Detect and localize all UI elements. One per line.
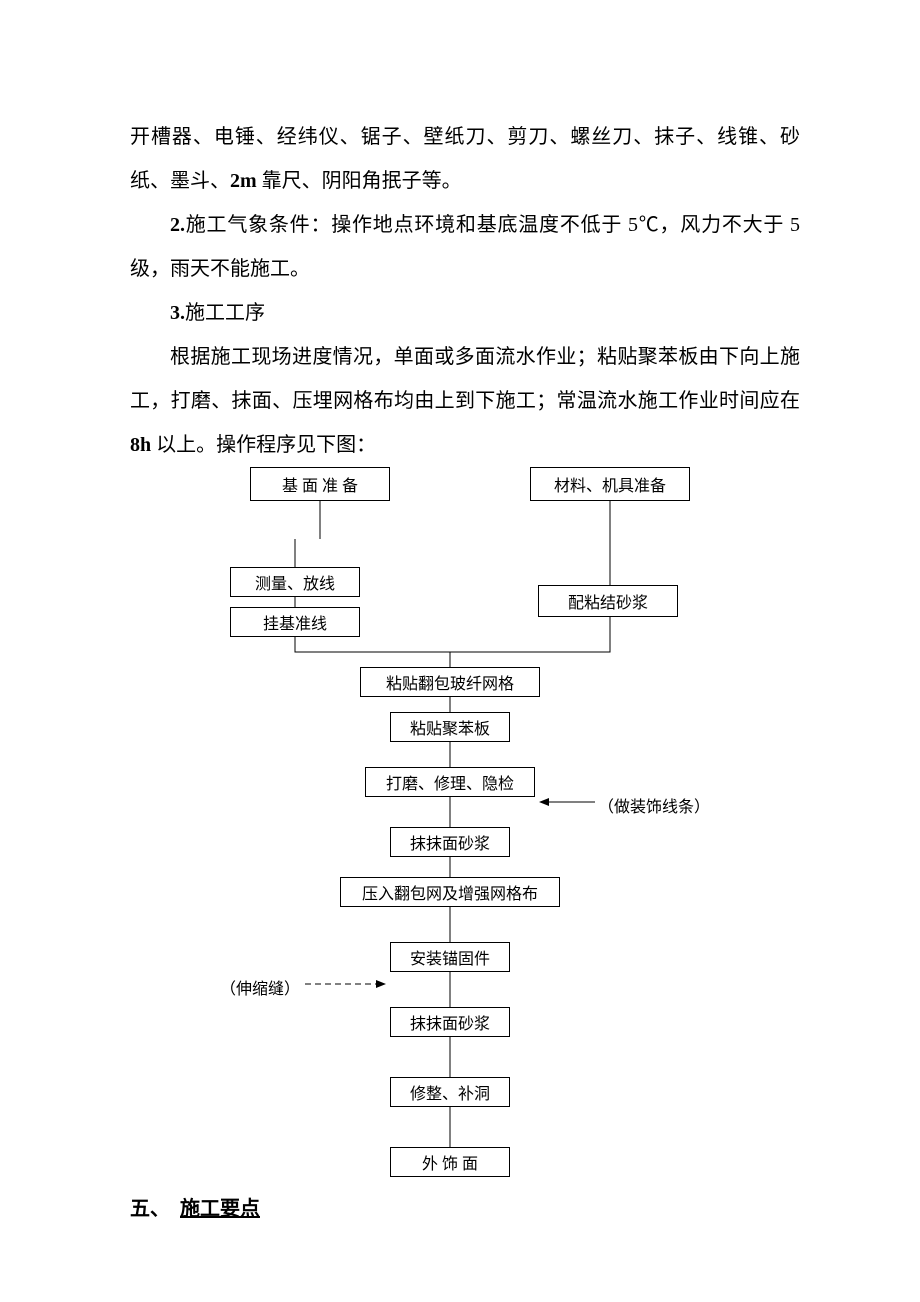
flow-node-n8: 打磨、修理、隐检 [365, 767, 535, 797]
flow-node-n1: 基 面 准 备 [250, 467, 390, 501]
flowchart: 基 面 准 备 材料、机具准备测量、放线挂基准线 配粘结砂浆粘贴翻包玻纤网格粘贴聚苯… [130, 467, 800, 1187]
p3-head: 施工工序 [185, 302, 265, 324]
flow-node-n6: 粘贴翻包玻纤网格 [360, 667, 540, 697]
section-5-heading: 五、 施工要点 [130, 1187, 800, 1231]
sec5-num: 五、 [130, 1198, 170, 1220]
edges-solid-4 [295, 637, 450, 667]
flow-node-n2: 材料、机具准备 [530, 467, 690, 501]
paragraph-4: 根据施工现场进度情况，单面或多面流水作业；粘贴聚苯板由下向上施工，打磨、抹面、压… [130, 335, 800, 467]
p4-b: 以上。操作程序见下图： [151, 434, 376, 456]
sec5-title: 施工要点 [180, 1198, 260, 1220]
flow-node-n11: 安装锚固件 [390, 942, 510, 972]
paragraph-3: 3.施工工序 [130, 291, 800, 335]
flow-node-n3: 测量、放线 [230, 567, 360, 597]
flow-node-n4: 挂基准线 [230, 607, 360, 637]
flow-node-n9: 抹抹面砂浆 [390, 827, 510, 857]
flow-node-n10: 压入翻包网及增强网格布 [340, 877, 560, 907]
p3-label: 3. [170, 302, 185, 324]
paragraph-1: 开槽器、电锤、经纬仪、锯子、壁纸刀、剪刀、螺丝刀、抹子、线锥、砂纸、墨斗、2m … [130, 115, 800, 203]
flow-node-n5: 配粘结砂浆 [538, 585, 678, 617]
p2-label: 2. [170, 214, 185, 236]
flow-node-n14: 外 饰 面 [390, 1147, 510, 1177]
p1-tail: 靠尺、阴阳角抿子等。 [257, 170, 462, 192]
flow-node-n12: 抹抹面砂浆 [390, 1007, 510, 1037]
flow-node-n7: 粘贴聚苯板 [390, 712, 510, 742]
p4-bold: 8h [130, 434, 151, 456]
flow-side-s2: （伸缩缝） [220, 975, 300, 999]
p2-head: 施工气象条件： [185, 214, 331, 236]
flow-node-n13: 修整、补洞 [390, 1077, 510, 1107]
p1-bold: 2m [230, 170, 257, 192]
paragraph-2: 2.施工气象条件：操作地点环境和基底温度不低于 5℃，风力不大于 5 级，雨天不… [130, 203, 800, 291]
p4-a: 根据施工现场进度情况，单面或多面流水作业；粘贴聚苯板由下向上施工，打磨、抹面、压… [130, 346, 800, 412]
flow-side-s1: （做装饰线条） [598, 793, 710, 817]
edges-solid-5 [450, 617, 610, 652]
